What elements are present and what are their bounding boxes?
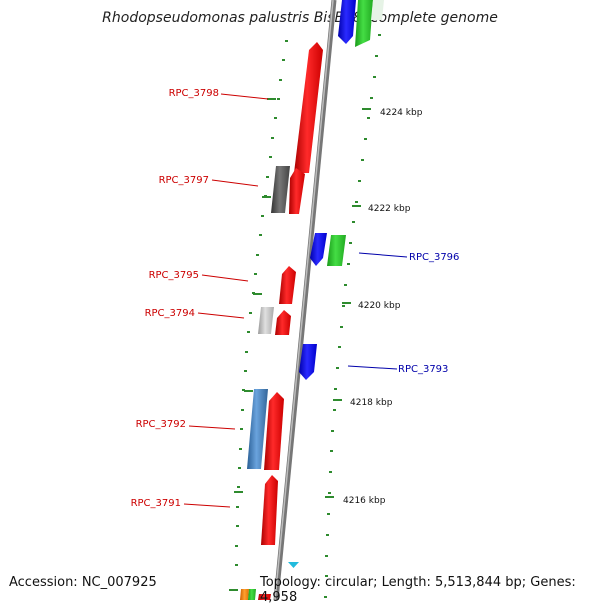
- scale-label-4218: 4218 kbp: [350, 398, 393, 408]
- gene-arrow-rpc-3792: [264, 392, 284, 470]
- gene-labels-left: RPC_3798 RPC_3797 RPC_3795 RPC_3794 RPC_…: [131, 88, 219, 509]
- gene-label-rpc-3793: RPC_3793: [398, 364, 448, 375]
- gene-arrow-top-blue: [338, 0, 356, 44]
- scale-label-4220: 4220 kbp: [358, 301, 401, 311]
- scale-label-4216: 4216 kbp: [343, 496, 386, 506]
- gene-arrow-bottom-green: [248, 589, 256, 600]
- major-ticks-left: [229, 98, 276, 591]
- gene-arrow-rpc-3796-neighbor: [327, 235, 346, 266]
- genome-backbone: [273, 0, 337, 600]
- gene-arrow-rpc-3798: [294, 42, 323, 173]
- gene-arrow-top-green: [355, 0, 373, 47]
- label-leaders-left: [183, 93, 269, 508]
- topology-text: Topology: circular; Length: 5,513,844 bp…: [260, 575, 576, 605]
- tick-marks-right: [324, 34, 381, 598]
- position-marker: [288, 562, 299, 568]
- gene-label-rpc-3796: RPC_3796: [409, 252, 459, 263]
- gene-labels-right: RPC_3796 RPC_3793: [398, 252, 459, 375]
- gene-label-rpc-3794: RPC_3794: [145, 308, 195, 319]
- map-title: Rhodopseudomonas palustris BisB18, compl…: [102, 10, 498, 26]
- gene-arrow-rpc-3793: [299, 344, 317, 380]
- gene-arrow-bottom-orange: [240, 589, 249, 600]
- gene-arrow-rpc-3794-neighbor: [258, 307, 274, 334]
- gene-arrow-rpc-3794: [275, 310, 291, 335]
- gene-label-rpc-3791: RPC_3791: [131, 498, 181, 509]
- scale-label-4224: 4224 kbp: [380, 108, 423, 118]
- scale-labels: 4224 kbp 4222 kbp 4220 kbp 4218 kbp 4216…: [343, 108, 423, 506]
- accession-text: Accession: NC_007925: [9, 575, 157, 590]
- gene-arrow-rpc-3797: [289, 168, 305, 214]
- label-leaders-right: [347, 252, 408, 370]
- major-ticks-right: [325, 108, 371, 498]
- gene-arrows: [240, 0, 384, 600]
- gene-arrow-rpc-3791: [261, 475, 278, 545]
- gene-arrow-bottom-red: [258, 594, 271, 600]
- gene-label-rpc-3795: RPC_3795: [149, 270, 199, 281]
- gene-arrow-top-faint: [371, 0, 384, 20]
- scale-label-4222: 4222 kbp: [368, 204, 411, 214]
- gene-label-rpc-3797: RPC_3797: [159, 175, 209, 186]
- gene-label-rpc-3792: RPC_3792: [136, 419, 186, 430]
- gene-arrow-rpc-3795: [279, 266, 296, 304]
- gene-label-rpc-3798: RPC_3798: [169, 88, 219, 99]
- tick-marks-left: [235, 40, 288, 566]
- gene-arrow-rpc-3792-neighbor: [247, 389, 268, 469]
- gene-arrow-rpc-3797-neighbor: [271, 166, 290, 213]
- gene-arrow-rpc-3796: [310, 233, 327, 266]
